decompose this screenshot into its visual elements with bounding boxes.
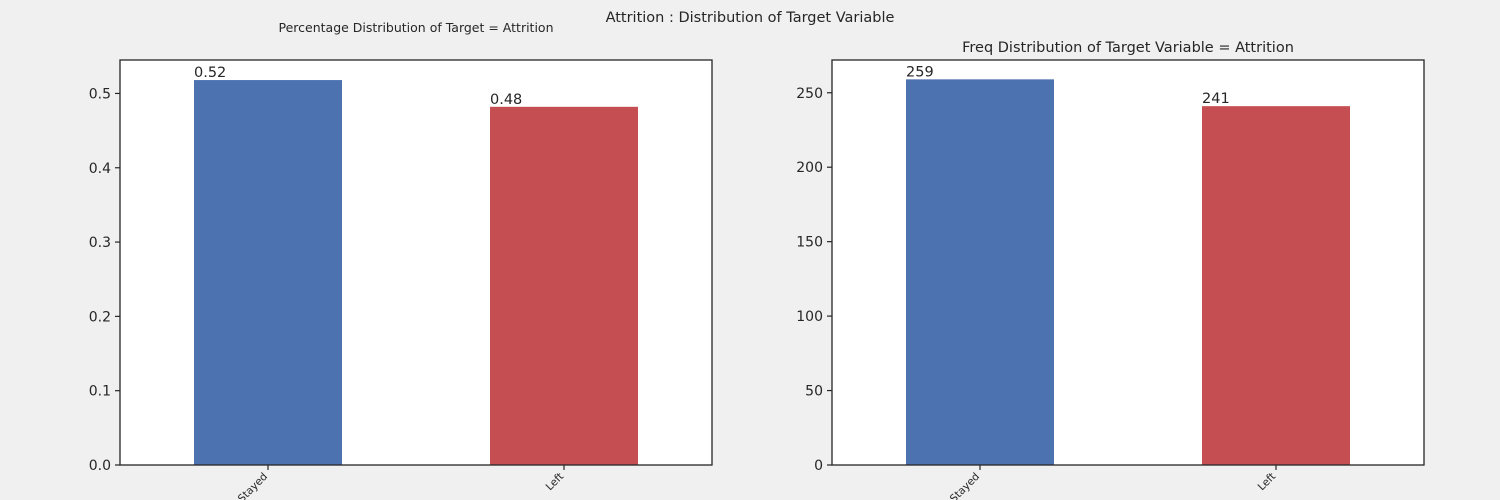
data-label-left: 0.48 xyxy=(490,92,522,108)
axes-frame xyxy=(119,59,713,466)
chart-percentage: Percentage Distribution of Target = Attr… xyxy=(89,20,713,500)
figure-suptitle: Attrition : Distribution of Target Varia… xyxy=(606,10,895,26)
y-tick-label: 0.5 xyxy=(89,86,111,102)
y-tick-label: 0.0 xyxy=(89,458,111,474)
x-tick-label: Left xyxy=(1256,471,1278,493)
y-tick-label: 150 xyxy=(796,235,823,251)
y-tick-label: 0.1 xyxy=(89,384,111,400)
value-labels: 259 241 xyxy=(906,64,1230,107)
bar-stayed xyxy=(194,80,342,466)
x-axis: Stayed Left xyxy=(236,465,566,500)
bar-left xyxy=(1202,106,1350,466)
bar-left xyxy=(490,106,638,465)
data-label-stayed: 259 xyxy=(906,64,934,80)
x-tick-label: Left xyxy=(544,471,566,493)
y-tick-label: 0.4 xyxy=(89,161,111,177)
y-axis: 0.0 0.1 0.2 0.3 0.4 0.5 xyxy=(89,86,120,474)
x-axis: Stayed Left xyxy=(948,465,1278,500)
bars xyxy=(194,80,638,466)
y-tick-label: 0.3 xyxy=(89,235,111,251)
chart-title-frequency: Freq Distribution of Target Variable = A… xyxy=(962,40,1294,56)
y-tick-label: 0.2 xyxy=(89,309,111,325)
y-tick-label: 200 xyxy=(796,160,823,176)
y-tick-label: 50 xyxy=(805,384,823,400)
x-tick-label: Stayed xyxy=(948,471,982,500)
x-tick-label: Stayed xyxy=(236,471,270,500)
y-tick-label: 0 xyxy=(814,458,823,474)
value-labels: 0.52 0.48 xyxy=(194,65,522,108)
bar-stayed xyxy=(906,79,1054,465)
y-axis: 0 50 100 150 200 250 xyxy=(796,86,832,474)
data-label-stayed: 0.52 xyxy=(194,65,226,81)
y-tick-label: 100 xyxy=(796,309,823,325)
data-label-left: 241 xyxy=(1202,91,1230,107)
y-tick-label: 250 xyxy=(796,86,823,102)
chart-frequency: Freq Distribution of Target Variable = A… xyxy=(796,40,1425,500)
axes-frame xyxy=(831,59,1425,466)
bars xyxy=(906,79,1350,466)
chart-title-percentage: Percentage Distribution of Target = Attr… xyxy=(279,20,554,35)
